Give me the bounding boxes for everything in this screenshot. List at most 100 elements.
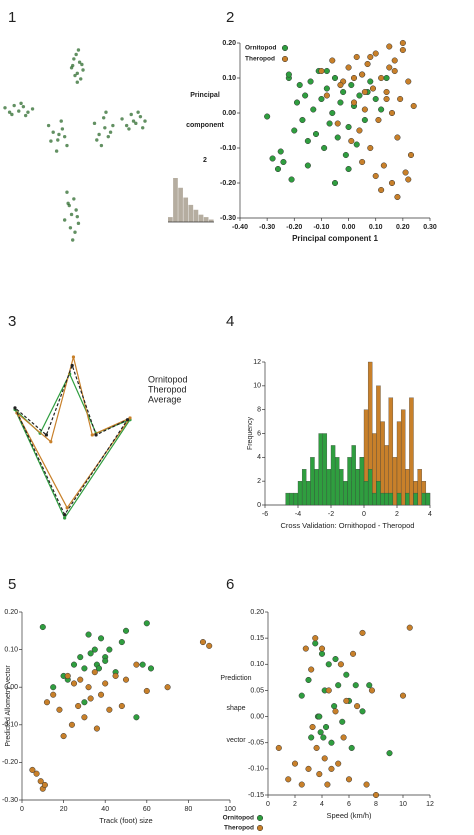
x-tick-label: 0.20 — [396, 224, 410, 231]
point — [3, 106, 7, 110]
point — [62, 134, 67, 139]
inset-bar — [203, 217, 209, 222]
landmark — [49, 440, 53, 444]
point — [62, 218, 67, 222]
point — [74, 208, 78, 212]
x-tick-label: 40 — [101, 806, 109, 813]
point — [337, 99, 344, 106]
point — [350, 74, 358, 82]
point — [359, 71, 366, 78]
x-tick-label: 0 — [362, 511, 366, 518]
y-tick-label: -0.15 — [248, 792, 264, 799]
point — [97, 635, 105, 642]
point — [383, 88, 390, 96]
landmark — [94, 433, 98, 437]
point — [68, 721, 75, 728]
point — [326, 120, 333, 127]
landmark — [70, 363, 74, 368]
point — [367, 78, 374, 85]
point — [359, 708, 366, 715]
point — [378, 74, 385, 82]
legend-label: Ornitopod — [223, 815, 254, 822]
point — [372, 172, 379, 180]
y-tick-label: 0.10 — [4, 646, 18, 653]
histogram-bar — [326, 469, 332, 506]
point — [359, 629, 366, 636]
histogram-bar — [400, 409, 406, 506]
point — [43, 699, 51, 706]
panel-label: 4 — [226, 313, 234, 330]
point — [318, 95, 325, 103]
y-axis-title: Prediction — [220, 675, 251, 682]
point — [356, 92, 363, 99]
point — [361, 116, 368, 124]
point — [399, 39, 406, 47]
point — [206, 642, 213, 649]
point — [51, 130, 55, 134]
histogram-bar — [367, 469, 373, 506]
histogram-bar — [310, 457, 315, 506]
y-tick-label: 0.00 — [4, 684, 18, 691]
point — [313, 744, 320, 751]
panel-label: 6 — [226, 576, 234, 593]
point — [308, 734, 315, 741]
point — [73, 73, 77, 78]
point — [73, 230, 77, 234]
point — [71, 63, 75, 68]
histogram-bar — [297, 481, 303, 506]
x-tick-label: 8 — [374, 801, 378, 808]
x-tick-label: -0.40 — [232, 224, 248, 231]
point — [345, 165, 352, 173]
point — [405, 176, 412, 183]
point — [386, 64, 393, 71]
point — [335, 760, 342, 767]
point — [106, 646, 113, 653]
y-tick-label: 0.15 — [250, 635, 264, 642]
point — [298, 781, 305, 788]
landmark — [125, 418, 130, 422]
point — [312, 640, 319, 647]
point — [339, 718, 346, 725]
point — [372, 50, 379, 57]
histogram-bar — [322, 433, 328, 506]
point — [69, 212, 74, 217]
point — [81, 714, 88, 721]
point — [19, 101, 23, 106]
panel-label: 5 — [8, 576, 16, 593]
point — [318, 645, 326, 652]
point — [352, 682, 359, 689]
histogram-bar — [384, 492, 389, 506]
point — [92, 121, 97, 126]
x-axis-title: Principal component 1 — [292, 234, 378, 243]
histogram-bar — [334, 457, 340, 506]
point — [323, 67, 330, 75]
x-tick-label: 4 — [320, 801, 324, 808]
point — [397, 95, 404, 103]
y-tick-label: -0.10 — [220, 145, 236, 152]
point — [323, 723, 330, 731]
point — [7, 110, 12, 114]
y-tick-label: -0.20 — [220, 180, 236, 187]
point — [334, 120, 341, 127]
y-tick-label: -0.30 — [220, 215, 236, 222]
point — [285, 776, 292, 783]
panel-label: 2 — [226, 9, 234, 26]
histogram-bar — [409, 397, 414, 506]
point — [307, 78, 314, 85]
y-tick-label: -0.10 — [2, 722, 18, 729]
point — [298, 692, 305, 699]
x-tick-label: -0.20 — [286, 224, 302, 231]
x-tick-label: -4 — [295, 511, 301, 518]
point — [305, 676, 312, 684]
histogram-bar — [314, 469, 319, 506]
point — [407, 151, 415, 159]
histogram-bar — [396, 421, 402, 506]
point — [356, 127, 363, 134]
y-tick-label: 0.00 — [250, 713, 264, 720]
histogram-bar — [343, 481, 348, 506]
point — [70, 661, 78, 668]
legend-swatch — [281, 44, 289, 52]
point — [75, 80, 79, 84]
point — [285, 71, 292, 78]
point — [317, 729, 324, 736]
